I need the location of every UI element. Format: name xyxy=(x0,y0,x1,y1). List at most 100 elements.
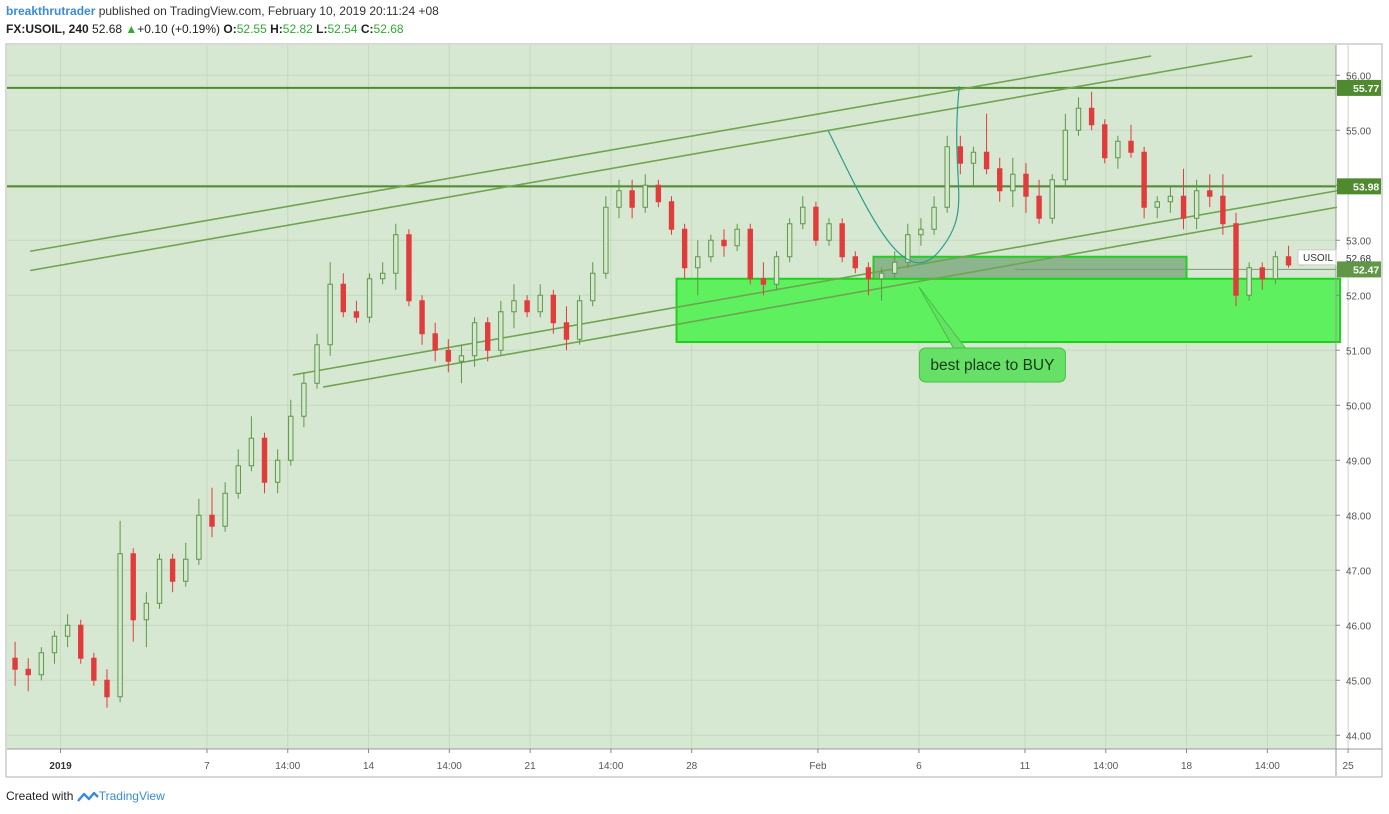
symbol-label[interactable]: FX:USOIL, 240 xyxy=(6,22,89,36)
candle-body xyxy=(498,311,504,351)
candle-body xyxy=(603,206,609,274)
level-tag xyxy=(1337,79,1381,96)
candle-body xyxy=(1036,195,1042,219)
candle-body xyxy=(1062,129,1069,181)
y-tick-label: 49.00 xyxy=(1346,456,1371,467)
cup-curve xyxy=(827,86,960,264)
candle-body xyxy=(38,652,45,676)
x-tick-label: 21 xyxy=(525,761,537,772)
candle-body xyxy=(563,322,570,340)
candle-body xyxy=(839,223,845,258)
candle-body xyxy=(1102,124,1108,159)
last-price-tag-label: 52.47 xyxy=(1353,264,1379,276)
candle-body xyxy=(130,553,136,621)
candle-body xyxy=(235,465,241,494)
candle-body xyxy=(997,168,1003,192)
y-tick-label: 46.00 xyxy=(1346,621,1371,632)
candle-body xyxy=(655,184,662,203)
candle-body xyxy=(288,415,294,461)
candle-body xyxy=(274,459,281,483)
candle-body xyxy=(616,190,622,208)
level-tag xyxy=(1337,178,1381,195)
candle-body xyxy=(104,679,110,698)
trendlines xyxy=(30,55,1338,388)
candle-body xyxy=(1207,190,1213,197)
candle-body xyxy=(156,558,163,604)
candle-body xyxy=(629,190,635,208)
x-tick-label: 14:00 xyxy=(437,761,462,772)
candle-body xyxy=(340,283,346,313)
callout-box xyxy=(918,347,1066,383)
candle-body xyxy=(248,437,255,467)
candle-body xyxy=(419,300,425,335)
candle-body xyxy=(485,322,491,351)
candle-body xyxy=(550,294,557,324)
close-value: 52.68 xyxy=(373,22,404,36)
candle-body xyxy=(1154,201,1160,208)
candle-body xyxy=(432,333,438,351)
symbol-ohlc-bar: FX:USOIL, 240 52.68 ▲+0.10 (+0.19%) O:52… xyxy=(6,22,404,36)
candle-body xyxy=(1259,267,1265,280)
grid xyxy=(7,45,1349,749)
candle-body xyxy=(970,151,977,164)
candle-body xyxy=(445,349,452,362)
callout: best place to BUY xyxy=(918,286,1066,383)
candle-body xyxy=(786,223,793,258)
symbol-tag-value: 52.68 xyxy=(1346,254,1371,265)
candle-body xyxy=(511,300,517,313)
level-tag-label: 55.77 xyxy=(1353,83,1379,95)
candle-body xyxy=(1023,173,1029,197)
x-tick-label: 14 xyxy=(363,761,375,772)
candle-body xyxy=(183,558,189,582)
x-tick-label: 14:00 xyxy=(598,761,623,772)
callout-text: best place to BUY xyxy=(930,357,1054,374)
candle-body xyxy=(78,624,84,659)
candle-body xyxy=(261,437,268,483)
y-tick-label: 50.00 xyxy=(1346,401,1371,412)
candle-body xyxy=(1272,256,1279,280)
candle-body xyxy=(143,602,150,621)
y-tick-label: 51.00 xyxy=(1346,346,1371,357)
level-tag-label: 53.98 xyxy=(1353,181,1379,193)
candle-body xyxy=(983,151,990,170)
author-link[interactable]: breakthrutrader xyxy=(6,4,96,18)
high-value: 52.82 xyxy=(282,22,313,36)
candle-body xyxy=(117,553,123,698)
y-tick-label: 55.00 xyxy=(1346,126,1371,137)
plot-background xyxy=(7,45,1336,749)
last-price-tag xyxy=(1337,261,1381,278)
candle-body xyxy=(406,234,412,302)
price-change: +0.10 (+0.19%) xyxy=(137,22,221,36)
candle-body xyxy=(1115,140,1121,159)
high-label: H: xyxy=(270,22,283,36)
time-axis[interactable]: 2019 7 14:00 14 14:00 21 14:00 28 Feb 6 11 14:00 18 1… xyxy=(49,749,1354,772)
publish-info: breakthrutrader published on TradingView… xyxy=(6,4,439,18)
candle-body xyxy=(379,272,386,280)
candle-body xyxy=(222,492,228,527)
candle-body xyxy=(826,223,832,241)
x-tick-label: 11 xyxy=(1020,761,1031,772)
published-text: published on TradingView.com, February 1… xyxy=(95,4,439,18)
channel-line xyxy=(30,55,1253,272)
candle-body xyxy=(813,206,819,241)
x-tick-label: 14:00 xyxy=(1093,761,1118,772)
candle-body xyxy=(366,278,373,318)
symbol-tag-name: USOIL xyxy=(1303,253,1333,264)
candle-body xyxy=(353,311,360,318)
candle-body xyxy=(590,272,596,302)
curve xyxy=(827,86,960,264)
tradingview-link[interactable]: TradingView xyxy=(98,789,165,803)
candle-body xyxy=(708,239,714,258)
symbol-tag xyxy=(1297,249,1337,266)
candle-body xyxy=(747,228,753,280)
channel-line xyxy=(322,206,1338,388)
created-with-text: Created with xyxy=(6,789,74,803)
x-tick-label: 14:00 xyxy=(275,761,300,772)
y-tick-label: 44.00 xyxy=(1346,731,1371,742)
candle-body xyxy=(1128,140,1134,153)
candle-body xyxy=(327,283,333,346)
candles xyxy=(12,91,1305,708)
candle-body xyxy=(878,272,885,280)
